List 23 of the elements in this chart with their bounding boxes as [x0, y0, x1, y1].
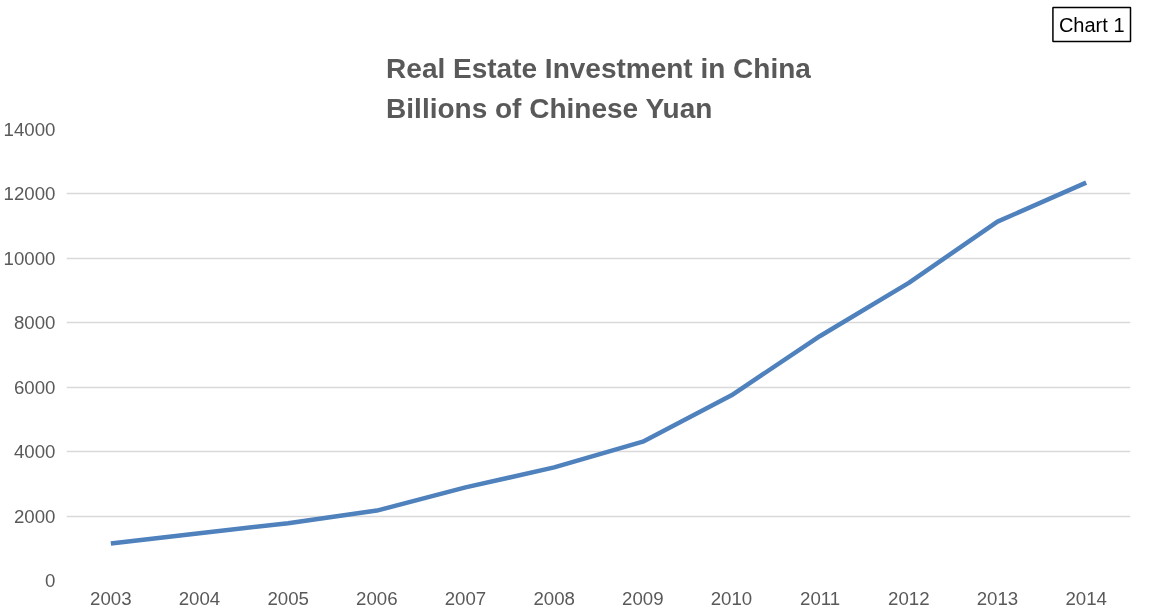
- y-tick-label: 6000: [14, 376, 56, 398]
- y-tick-label: 12000: [3, 183, 56, 205]
- chart-title: Real Estate Investment in China Billions of Chinese Yuan: [386, 53, 812, 125]
- x-tick-label: 2009: [622, 587, 664, 609]
- x-tick-label: 2007: [444, 587, 487, 609]
- y-tick-label: 10000: [3, 247, 56, 269]
- x-tick-label: 2014: [1065, 587, 1107, 609]
- x-tick-label: 2013: [976, 587, 1019, 609]
- x-tick-label: 2010: [710, 587, 753, 609]
- y-tick-label: 8000: [14, 312, 56, 334]
- x-tick-label: 2011: [800, 587, 841, 609]
- y-tick-label: 2000: [14, 505, 56, 527]
- y-tick-label: 14000: [3, 119, 56, 140]
- x-tick-label: 2012: [888, 587, 930, 609]
- caption: Chart 1: [1058, 13, 1125, 36]
- x-tick-label: 2004: [178, 587, 221, 609]
- x-tick-label: 2005: [267, 587, 309, 609]
- y-tick-label: 0: [45, 570, 56, 591]
- x-tick-label: 2008: [533, 587, 575, 609]
- x-tick-label: 2006: [356, 587, 398, 609]
- x-tick-label: 2003: [90, 587, 132, 609]
- y-tick-label: 4000: [14, 441, 56, 463]
- line-series: [108, 180, 1089, 546]
